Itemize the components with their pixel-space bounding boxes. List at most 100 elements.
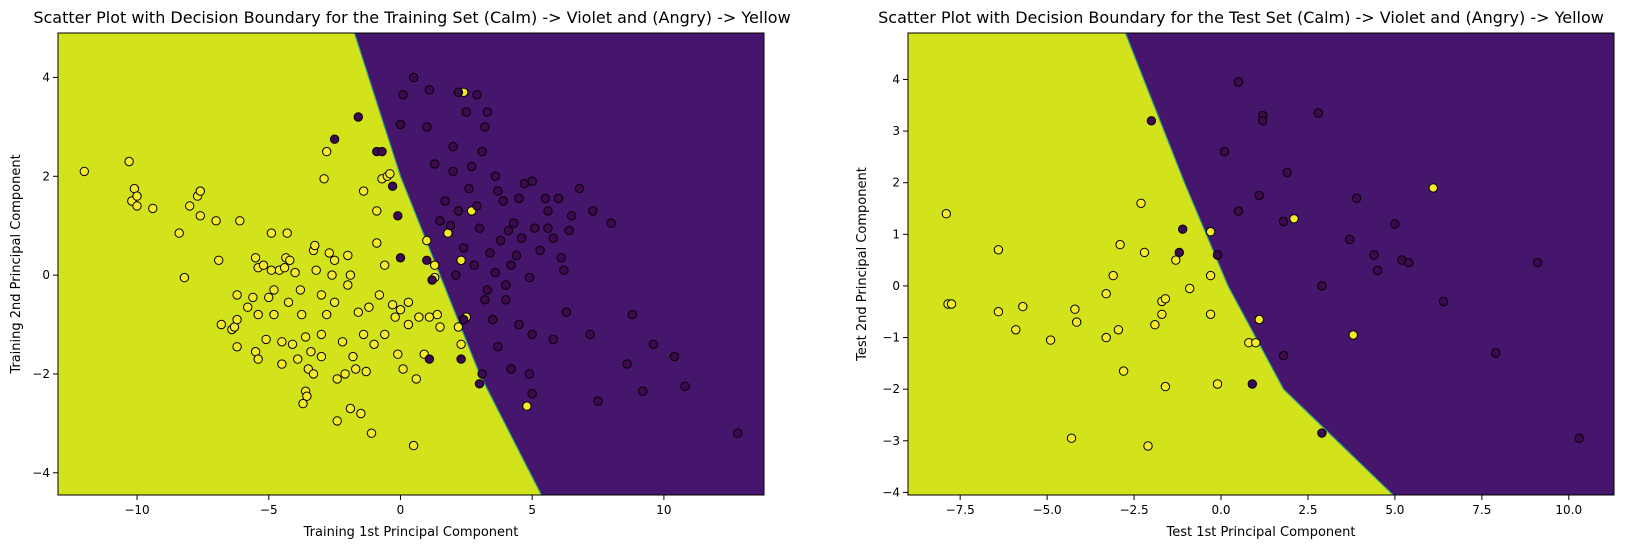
training-y-tick-label: 2	[42, 169, 50, 183]
training-point-calm	[585, 329, 595, 340]
test-point-angry	[1160, 381, 1171, 392]
training-point-angry	[351, 364, 361, 374]
training-point-angry	[366, 428, 377, 438]
training-point-calm	[493, 186, 503, 196]
training-point-angry	[293, 354, 303, 364]
training-point-calm	[548, 233, 558, 243]
test-point-angry	[1205, 309, 1216, 319]
training-point-calm	[474, 379, 485, 389]
training-point-calm	[524, 369, 535, 379]
training-point-calm	[627, 309, 637, 320]
training-point-calm	[606, 218, 616, 228]
training-point-angry	[372, 238, 382, 248]
test-point-angry	[1143, 441, 1153, 451]
training-point-angry	[232, 290, 242, 300]
training-point-calm	[474, 223, 485, 233]
test-point-calm	[1317, 281, 1327, 291]
training-point-calm	[524, 272, 535, 283]
training-point-calm	[430, 159, 440, 169]
training-point-calm	[451, 270, 461, 280]
training-point-calm	[422, 122, 432, 132]
training-point-calm	[466, 161, 477, 172]
test-point-calm	[1258, 116, 1268, 126]
test-x-tick-label: −7.5	[946, 503, 975, 517]
training-point-angry	[266, 228, 277, 238]
test-plot-area	[908, 33, 1614, 495]
training-point-calm	[448, 141, 458, 152]
training-point-angry	[358, 186, 369, 196]
training-point-angry	[390, 312, 400, 322]
training-point-calm	[480, 122, 490, 132]
training-point-angry	[195, 211, 206, 221]
test-point-calm	[1313, 108, 1324, 118]
training-point-angry	[316, 290, 327, 300]
training-y-tick-label: −4	[32, 466, 50, 480]
training-x-tick-label: 0	[397, 503, 405, 517]
training-point-calm	[519, 179, 529, 189]
training-point-angry	[300, 332, 311, 342]
training-point-calm	[559, 265, 569, 275]
test-point-calm	[1146, 116, 1157, 126]
test-point-angry	[1157, 309, 1167, 319]
training-point-calm	[540, 193, 551, 204]
training-point-calm	[567, 211, 577, 221]
training-point-angry	[408, 440, 419, 451]
training-point-angry	[332, 416, 342, 426]
test-point-calm	[1345, 234, 1355, 245]
training-point-calm	[543, 206, 553, 216]
test-point-angry	[1018, 301, 1028, 312]
training-point-calm	[493, 342, 503, 352]
training-point-calm	[448, 166, 458, 177]
test-point-calm	[1254, 190, 1264, 201]
training-x-tick-label: −10	[124, 503, 149, 517]
training-point-calm	[453, 206, 464, 216]
test-point-angry	[1070, 304, 1080, 314]
training-point-angry	[430, 260, 440, 270]
training-point-angry	[414, 312, 424, 322]
training-point-angry	[277, 337, 287, 347]
training-chart: Scatter Plot with Decision Boundary for …	[9, 8, 791, 540]
training-point-calm	[377, 146, 387, 157]
training-plot-area	[58, 33, 764, 495]
training-x-ticks: −10 −5 0 5 10	[124, 495, 672, 517]
training-point-angry	[235, 216, 245, 226]
training-point-angry	[343, 250, 353, 261]
training-point-calm	[514, 319, 524, 330]
training-x-tick-label: 10	[656, 503, 671, 517]
training-point-angry	[343, 280, 353, 290]
training-point-angry	[282, 228, 292, 238]
test-y-tick-label: −1	[882, 331, 900, 345]
training-point-angry	[148, 203, 158, 214]
test-y-tick-label: −2	[882, 382, 900, 396]
test-point-calm	[1372, 265, 1383, 276]
training-point-angry	[456, 255, 466, 266]
test-point-angry	[1011, 325, 1021, 335]
training-point-calm	[393, 211, 403, 221]
test-point-calm	[1178, 224, 1188, 234]
training-point-angry	[361, 366, 371, 377]
test-point-calm	[1438, 296, 1449, 307]
training-point-angry	[261, 334, 271, 345]
training-point-angry	[308, 369, 319, 379]
test-point-angry	[1254, 314, 1264, 325]
training-point-calm	[527, 329, 537, 340]
test-point-angry	[1171, 255, 1181, 265]
test-point-calm	[1404, 258, 1414, 268]
test-point-angry	[1205, 270, 1216, 281]
training-point-angry	[322, 309, 332, 320]
training-point-angry	[337, 337, 348, 347]
training-point-calm	[622, 359, 632, 369]
training-point-angry	[266, 265, 277, 275]
training-y-ticks: −4 −2 0 2 4	[32, 70, 58, 480]
test-point-calm	[1532, 258, 1543, 268]
training-point-angry	[302, 391, 312, 401]
test-point-angry	[941, 209, 951, 219]
test-point-angry	[1072, 317, 1082, 327]
training-point-calm	[459, 243, 469, 253]
training-point-angry	[179, 272, 190, 283]
test-y-tick-label: −4	[882, 485, 900, 499]
test-point-angry	[1115, 239, 1125, 250]
training-point-angry	[329, 255, 340, 266]
training-point-angry	[211, 216, 221, 226]
